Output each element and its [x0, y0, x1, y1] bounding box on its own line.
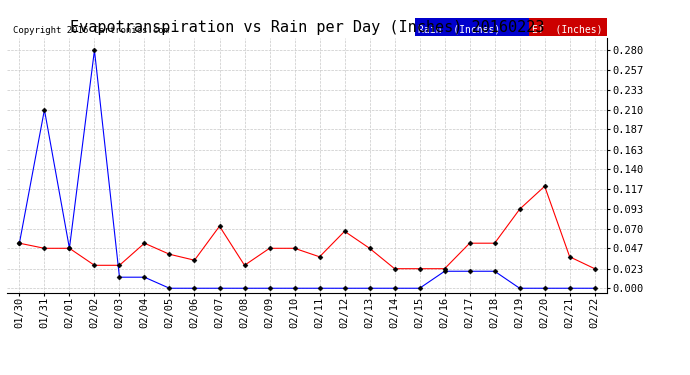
Text: Copyright 2016 Cartronics.com: Copyright 2016 Cartronics.com: [13, 26, 169, 35]
FancyBboxPatch shape: [529, 18, 607, 36]
FancyBboxPatch shape: [415, 18, 529, 36]
Text: Rain  (Inches): Rain (Inches): [418, 25, 500, 35]
Title: Evapotranspiration vs Rain per Day (Inches) 20160223: Evapotranspiration vs Rain per Day (Inch…: [70, 20, 544, 35]
Text: ET  (Inches): ET (Inches): [532, 25, 602, 35]
